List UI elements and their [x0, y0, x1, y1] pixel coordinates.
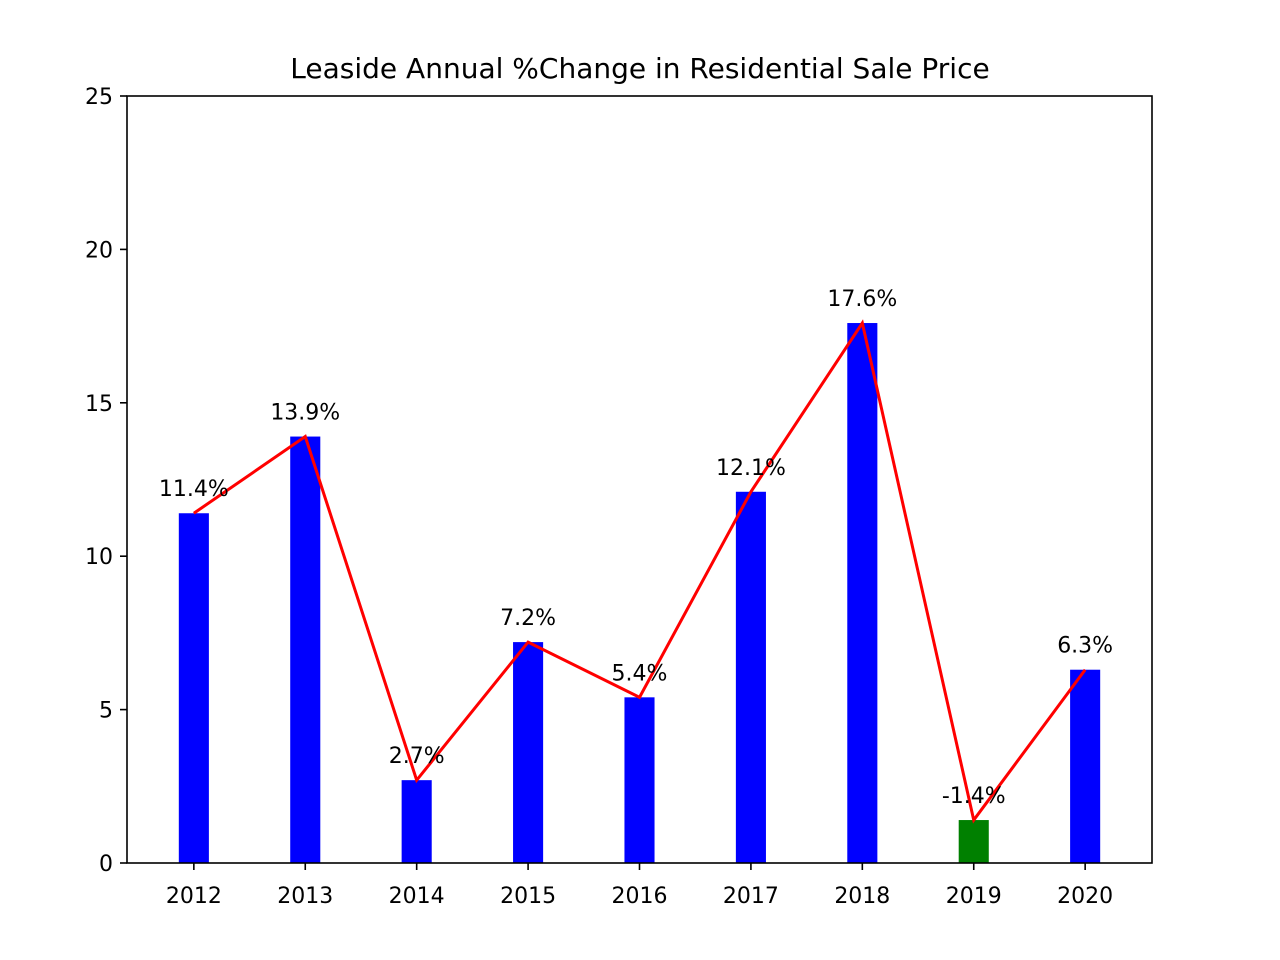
axes-layer: 0 5 10 15 20 25 2012 2013 2014 2015 2016 2017 2018 20… [85, 85, 1153, 909]
bar-2019 [958, 820, 989, 863]
data-label-2020: 6.3% [1057, 634, 1113, 659]
y-tick-label: 15 [85, 392, 113, 417]
bar-2018 [847, 323, 878, 864]
bars-layer [178, 323, 1101, 864]
bar-2016 [624, 697, 655, 863]
x-tick-label: 2013 [277, 884, 333, 909]
bar-2017 [735, 491, 766, 863]
chart-title: Leaside Annual %Change in Residential Sa… [290, 52, 989, 85]
y-tick-label: 10 [85, 545, 113, 570]
bar-2015 [513, 642, 544, 863]
x-tick-label: 2017 [723, 884, 779, 909]
data-labels-layer: 11.4% 13.9% 2.7% 7.2% 5.4% 12.1% 17.6% -1.4% 6.3… [159, 287, 1113, 809]
bar-2013 [290, 436, 321, 863]
y-tick-label: 20 [85, 238, 113, 263]
data-label-2018: 17.6% [827, 287, 897, 312]
data-label-2019: -1.4% [942, 784, 1006, 809]
x-tick-label: 2020 [1057, 884, 1113, 909]
data-label-2016: 5.4% [612, 661, 668, 686]
x-tick-label: 2016 [612, 884, 668, 909]
x-tick-label: 2018 [834, 884, 890, 909]
trend-line-layer [192, 319, 1087, 824]
data-label-2014: 2.7% [389, 744, 445, 769]
x-tick-label: 2019 [946, 884, 1002, 909]
y-tick-label: 0 [99, 852, 113, 877]
trend-line [192, 319, 1087, 824]
bar-2020 [1070, 669, 1101, 863]
x-tick-label: 2012 [166, 884, 222, 909]
y-tick-label: 25 [85, 85, 113, 110]
x-tick-label: 2015 [500, 884, 556, 909]
bar-2012 [178, 513, 209, 863]
data-label-2017: 12.1% [716, 456, 786, 481]
data-label-2015: 7.2% [500, 606, 556, 631]
x-tick-label: 2014 [389, 884, 445, 909]
y-tick-label: 5 [99, 699, 113, 724]
data-label-2013: 13.9% [270, 401, 340, 426]
bar-2014 [401, 780, 432, 863]
data-label-2012: 11.4% [159, 477, 229, 502]
